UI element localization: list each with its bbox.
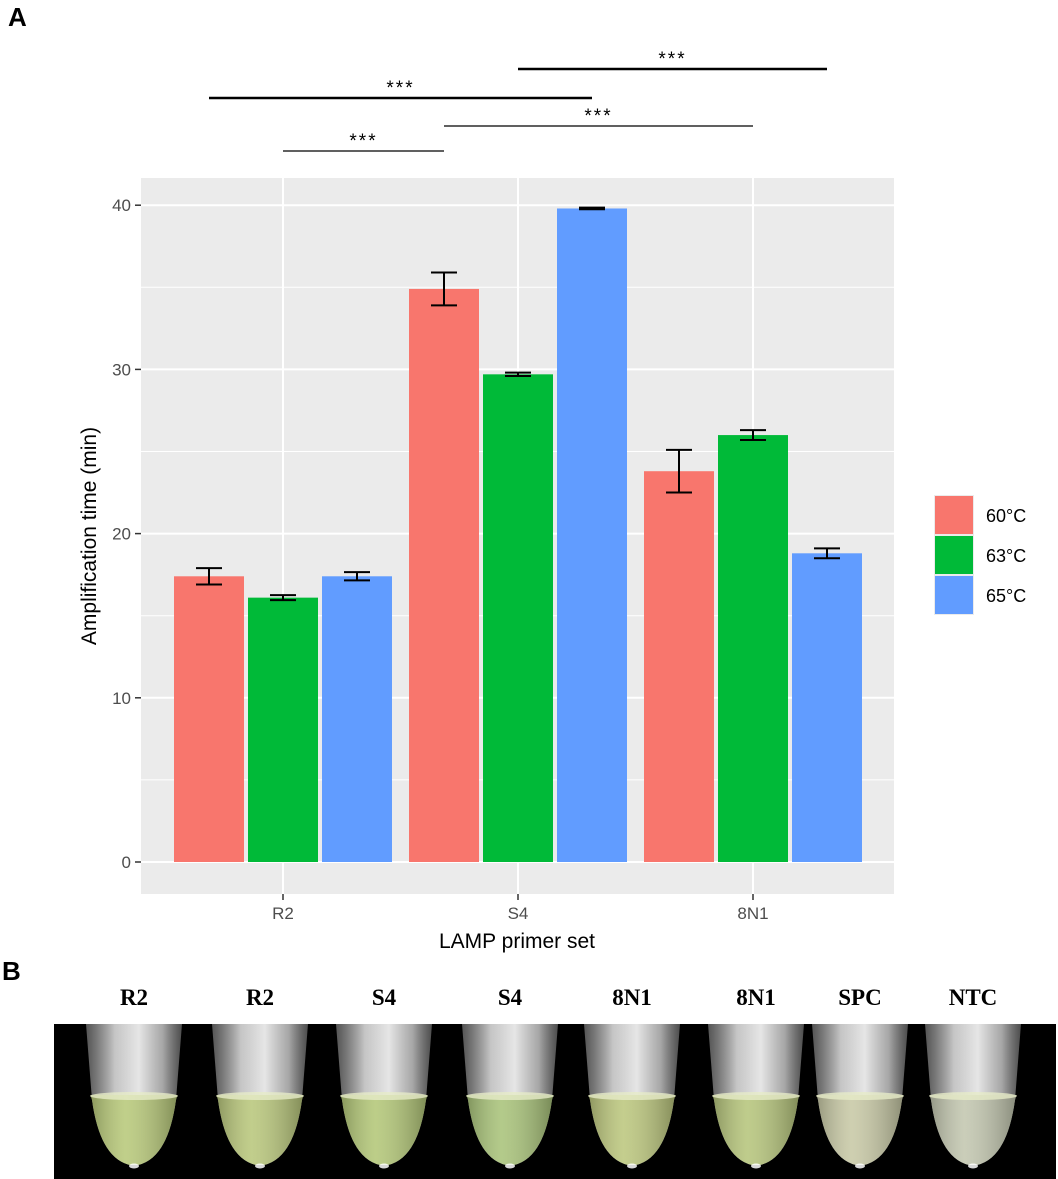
bar-8N1-63°C bbox=[718, 435, 788, 862]
liquid-meniscus bbox=[90, 1092, 178, 1100]
tube-label: 8N1 bbox=[612, 985, 652, 1010]
tube-tip bbox=[968, 1163, 978, 1169]
x-tick-label: 8N1 bbox=[737, 904, 768, 923]
significance-bracket: *** bbox=[283, 131, 444, 152]
tube-liquid-shading bbox=[466, 1095, 554, 1165]
tube-tip bbox=[129, 1163, 139, 1169]
legend-item: 65°C bbox=[934, 575, 1026, 615]
tube-label: S4 bbox=[498, 985, 523, 1010]
error-bar-R2-60°C bbox=[196, 567, 222, 586]
tube-tip bbox=[379, 1163, 389, 1169]
tube-label: NTC bbox=[949, 985, 998, 1010]
legend-item: 60°C bbox=[934, 495, 1026, 535]
error-bar-S4-60°C bbox=[431, 271, 457, 307]
y-tick-label: 30 bbox=[112, 360, 131, 379]
tube-1 bbox=[86, 1024, 182, 1169]
bar-R2-63°C bbox=[248, 597, 318, 862]
liquid-meniscus bbox=[929, 1092, 1017, 1100]
bars bbox=[174, 208, 862, 862]
liquid-meniscus bbox=[216, 1092, 304, 1100]
panel-b-label: B bbox=[2, 956, 21, 986]
legend-swatch bbox=[935, 536, 973, 574]
tube-liquid-shading bbox=[216, 1095, 304, 1165]
bar-S4-63°C bbox=[483, 374, 553, 862]
significance-label: *** bbox=[386, 78, 414, 99]
legend-label: 63°C bbox=[986, 546, 1026, 566]
tube-6 bbox=[708, 1024, 804, 1169]
x-axis-title: LAMP primer set bbox=[439, 930, 595, 953]
error-bar-8N1-60°C bbox=[666, 448, 692, 494]
y-axis: 0 10 20 30 40 bbox=[112, 196, 141, 872]
tube-tip bbox=[627, 1163, 637, 1169]
bar-R2-60°C bbox=[174, 576, 244, 862]
tube-2 bbox=[212, 1024, 308, 1169]
significance-label: *** bbox=[584, 106, 612, 127]
error-bars bbox=[196, 206, 840, 602]
bar-8N1-65°C bbox=[792, 553, 862, 862]
tube-label: 8N1 bbox=[736, 985, 776, 1010]
tube-label: S4 bbox=[372, 985, 397, 1010]
tube-liquid-shading bbox=[90, 1095, 178, 1165]
legend: 60°C 63°C 65°C bbox=[934, 495, 1026, 615]
error-bar-8N1-65°C bbox=[814, 547, 840, 560]
tube-tip bbox=[255, 1163, 265, 1169]
liquid-meniscus bbox=[466, 1092, 554, 1100]
error-bar-R2-65°C bbox=[344, 571, 370, 582]
y-tick-label: 0 bbox=[122, 853, 131, 872]
liquid-meniscus bbox=[816, 1092, 904, 1100]
legend-item: 63°C bbox=[934, 535, 1026, 575]
tube-liquid-shading bbox=[340, 1095, 428, 1165]
bar-S4-65°C bbox=[557, 208, 627, 862]
tube-label: R2 bbox=[120, 985, 148, 1010]
error-bar-S4-63°C bbox=[505, 371, 531, 377]
tube-liquid-shading bbox=[929, 1095, 1017, 1165]
tube-4 bbox=[462, 1024, 558, 1169]
bar-8N1-60°C bbox=[644, 471, 714, 862]
significance-bracket: *** bbox=[518, 49, 827, 71]
tube-5 bbox=[584, 1024, 680, 1169]
tube-liquid-shading bbox=[712, 1095, 800, 1165]
tube-label: SPC bbox=[838, 985, 881, 1010]
legend-label: 60°C bbox=[986, 506, 1026, 526]
x-axis: R2 S4 8N1 bbox=[272, 894, 769, 923]
y-tick-label: 40 bbox=[112, 196, 131, 215]
legend-swatch bbox=[935, 496, 973, 534]
liquid-meniscus bbox=[712, 1092, 800, 1100]
significance-brackets: *** *** *** *** bbox=[209, 49, 827, 152]
y-tick-label: 10 bbox=[112, 689, 131, 708]
significance-label: *** bbox=[658, 49, 686, 70]
tube-tip bbox=[751, 1163, 761, 1169]
tube-tip bbox=[505, 1163, 515, 1169]
significance-label: *** bbox=[349, 131, 377, 152]
tube-8 bbox=[925, 1024, 1021, 1169]
tube-7 bbox=[812, 1024, 908, 1169]
liquid-meniscus bbox=[340, 1092, 428, 1100]
y-axis-title: Amplification time (min) bbox=[78, 427, 101, 645]
tube-label: R2 bbox=[246, 985, 274, 1010]
bar-R2-65°C bbox=[322, 576, 392, 862]
legend-label: 65°C bbox=[986, 586, 1026, 606]
tube-3 bbox=[336, 1024, 432, 1169]
panel-a-label: A bbox=[8, 2, 27, 32]
legend-swatch bbox=[935, 576, 973, 614]
x-tick-label: R2 bbox=[272, 904, 294, 923]
y-tick-label: 20 bbox=[112, 525, 131, 544]
tube-tip bbox=[855, 1163, 865, 1169]
x-tick-label: S4 bbox=[508, 904, 529, 923]
tube-liquid-shading bbox=[816, 1095, 904, 1165]
error-bar-R2-63°C bbox=[270, 594, 296, 602]
error-bar-S4-65°C bbox=[579, 206, 605, 211]
error-bar-8N1-63°C bbox=[740, 429, 766, 442]
tube-labels: R2 R2 S4 S4 8N1 8N1 SPC NTC bbox=[120, 985, 997, 1010]
tube-liquid-shading bbox=[588, 1095, 676, 1165]
significance-bracket: *** bbox=[444, 106, 753, 127]
tube-photo bbox=[86, 1024, 1021, 1169]
liquid-meniscus bbox=[588, 1092, 676, 1100]
significance-bracket: *** bbox=[209, 78, 592, 100]
bar-S4-60°C bbox=[409, 288, 479, 862]
